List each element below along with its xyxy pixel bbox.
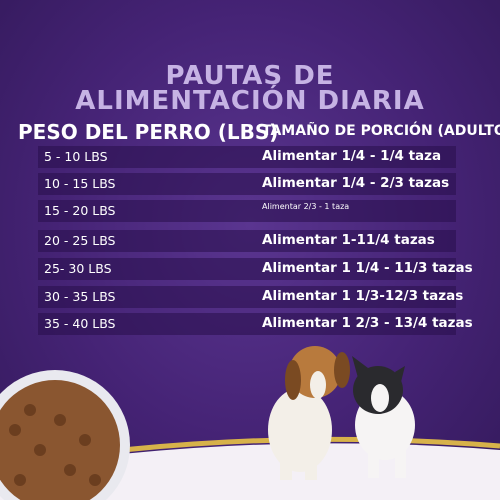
portion-cell: Alimentar 1 1/4 - 11/3 tazas bbox=[262, 260, 473, 276]
weight-cell: 10 - 15 LBS bbox=[44, 176, 116, 191]
table-row: 10 - 15 LBS Alimentar 1/4 - 2/3 tazas bbox=[38, 173, 456, 195]
portion-cell: Alimentar 2/3 - 1 taza bbox=[262, 202, 350, 211]
title: PAUTAS DE ALIMENTACIÓN DIARIA bbox=[75, 61, 425, 116]
table-row: 35 - 40 LBS Alimentar 1 2/3 - 13/4 tazas bbox=[38, 313, 473, 335]
bulldog bbox=[352, 356, 415, 478]
column-header: TAMAÑO DE PORCIÓN (ADULTO) bbox=[262, 123, 500, 139]
weight-cell: 35 - 40 LBS bbox=[44, 316, 116, 331]
portion-cell: Alimentar 1 1/3-12/3 tazas bbox=[262, 288, 464, 304]
table-row: 30 - 35 LBS Alimentar 1 1/3-12/3 tazas bbox=[38, 286, 463, 308]
portion-cell: Alimentar 1-11/4 tazas bbox=[262, 232, 435, 248]
table-row: 15 - 20 LBS Alimentar 2/3 - 1 taza bbox=[38, 200, 456, 222]
table-row: 25- 30 LBS Alimentar 1 1/4 - 11/3 tazas bbox=[38, 258, 473, 280]
portion-cell: Alimentar 1/4 - 2/3 tazas bbox=[262, 175, 450, 191]
beagle bbox=[268, 346, 350, 480]
kibble-dots bbox=[9, 404, 101, 486]
weight-cell: 5 - 10 LBS bbox=[44, 149, 108, 164]
weight-cell: 30 - 35 LBS bbox=[44, 289, 116, 304]
portion-cell: Alimentar 1/4 - 1/4 taza bbox=[262, 148, 442, 164]
table-row: 5 - 10 LBS Alimentar 1/4 - 1/4 taza bbox=[38, 146, 456, 168]
portion-cell: Alimentar 1 2/3 - 13/4 tazas bbox=[262, 315, 473, 331]
weight-cell: 25- 30 LBS bbox=[44, 261, 112, 276]
weight-cell: 20 - 25 LBS bbox=[44, 233, 116, 248]
weight-cell: 15 - 20 LBS bbox=[44, 203, 116, 218]
table-row: 20 - 25 LBS Alimentar 1-11/4 tazas bbox=[38, 230, 456, 252]
column-header: PESO DEL PERRO (LBS) bbox=[18, 120, 279, 144]
